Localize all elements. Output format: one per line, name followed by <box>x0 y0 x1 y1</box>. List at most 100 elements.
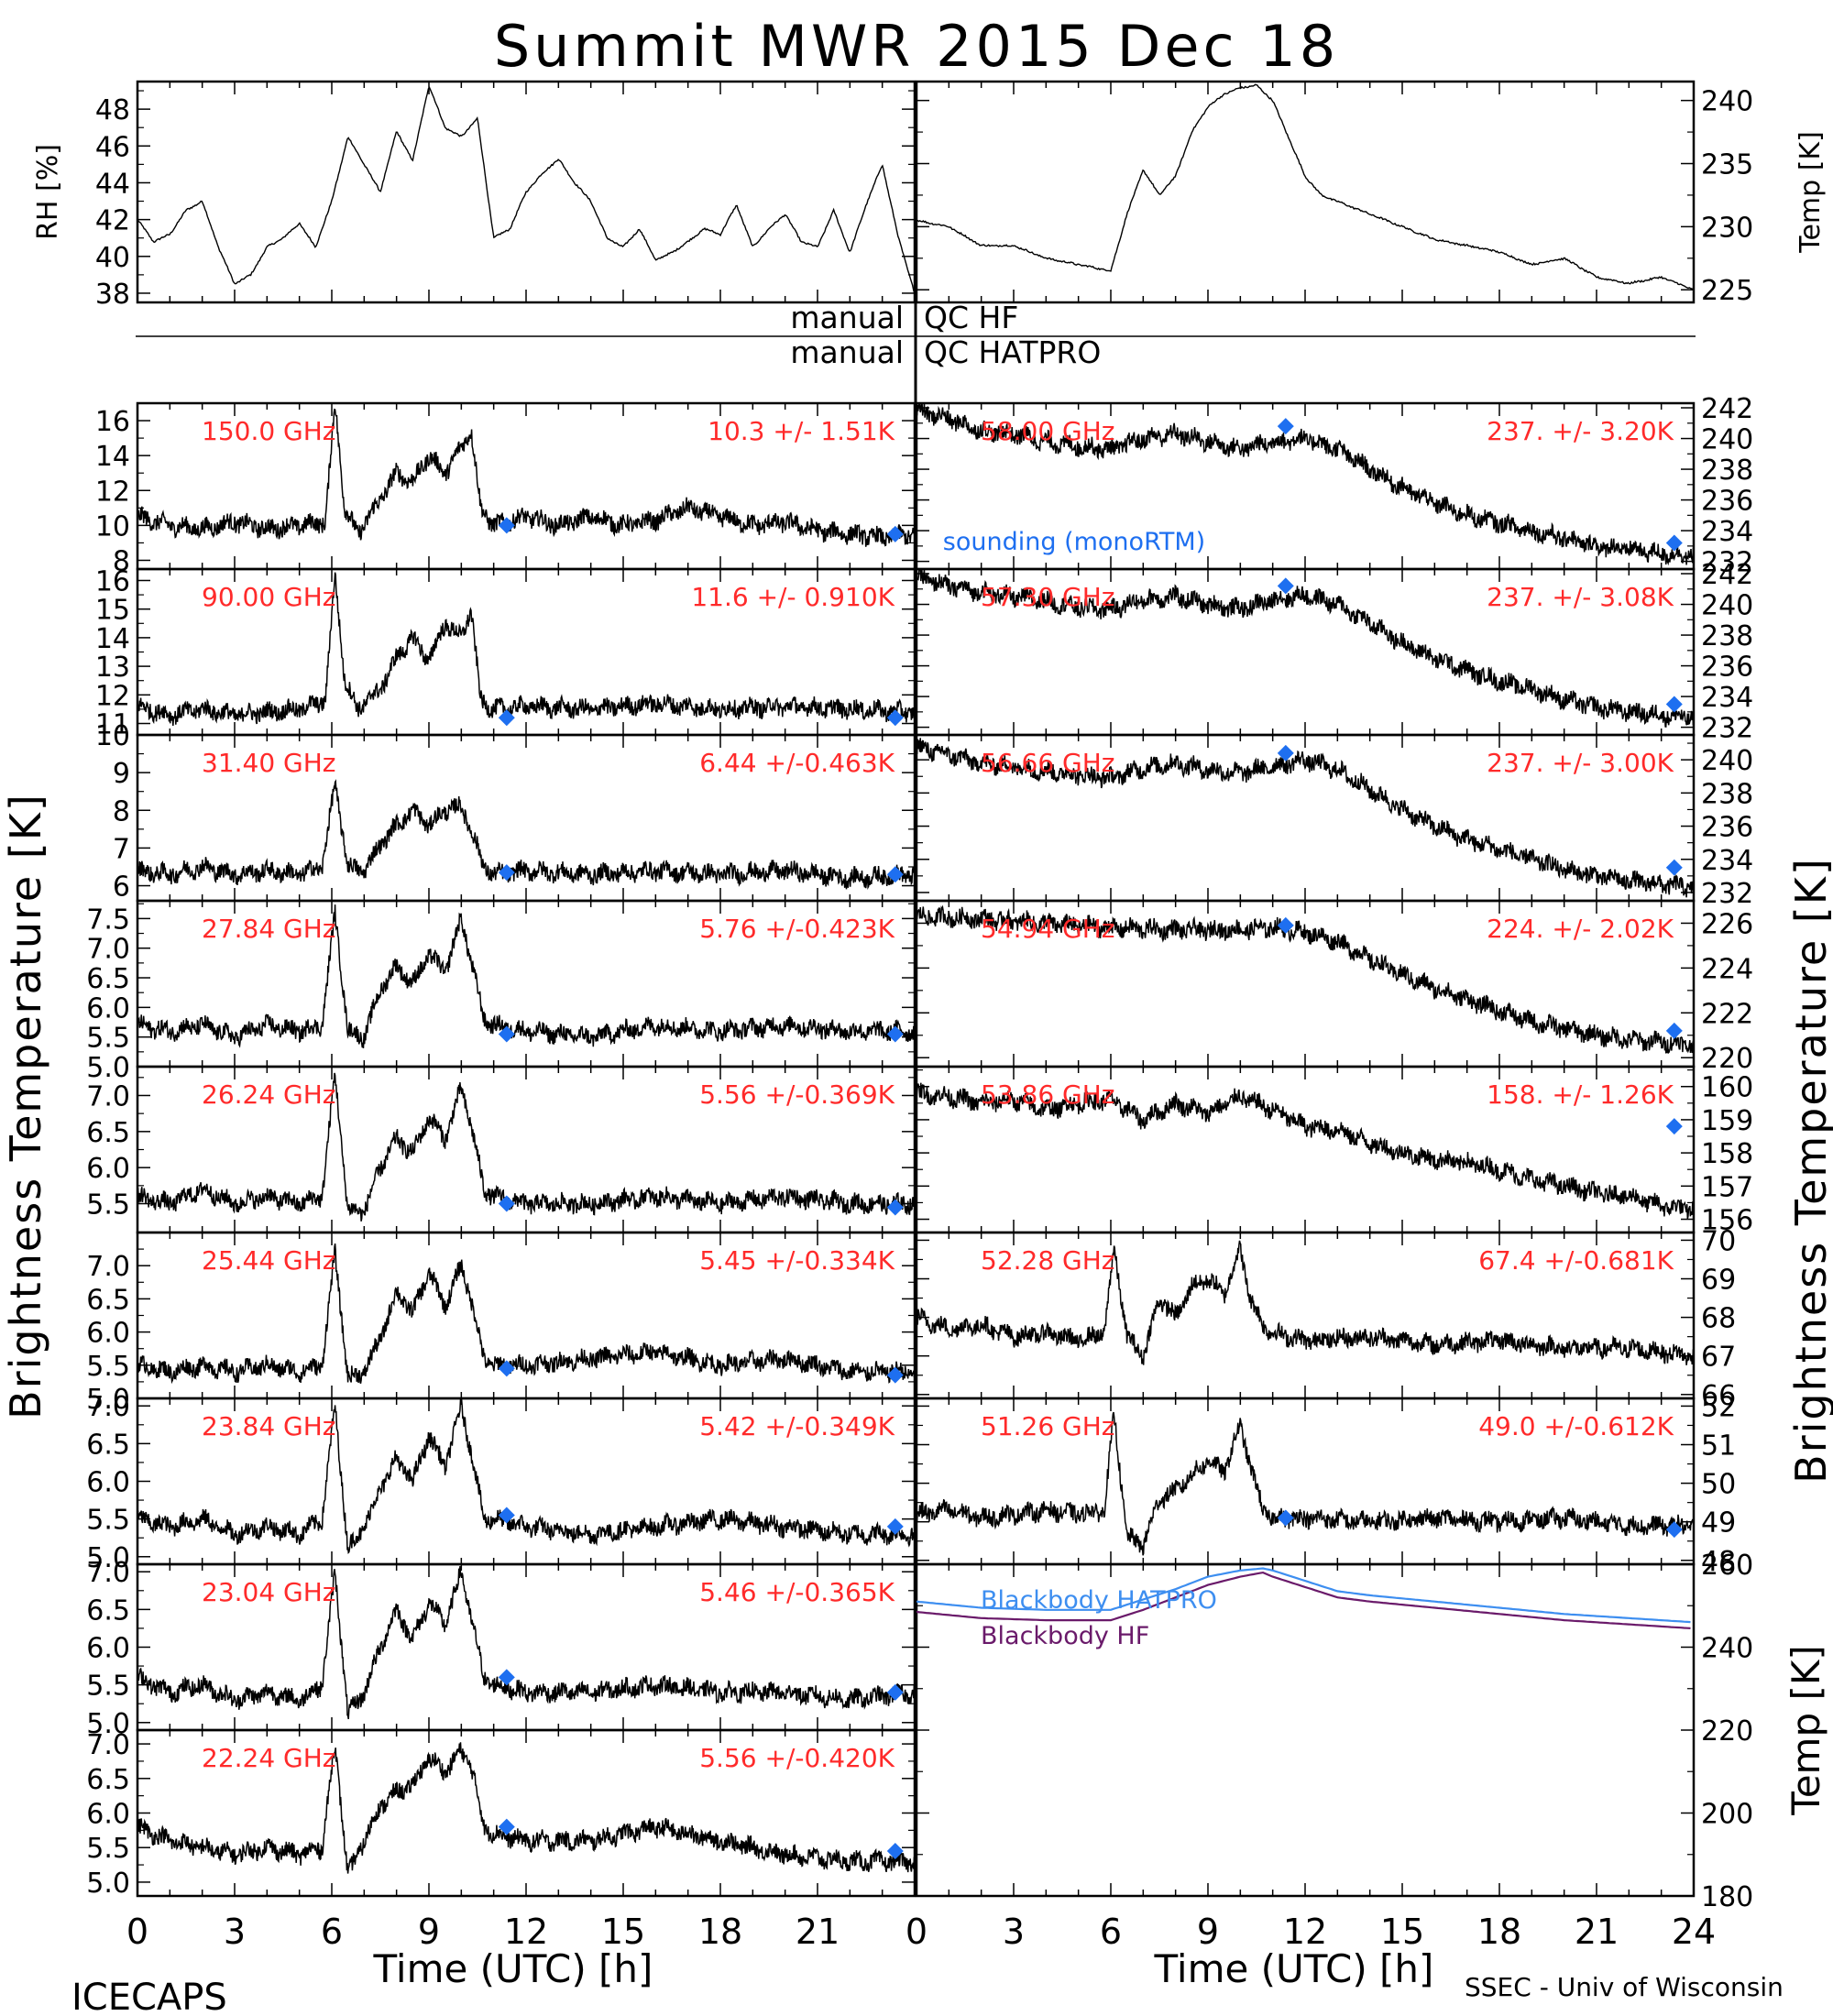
sounding-marker <box>498 1818 515 1835</box>
sounding-marker <box>886 866 904 883</box>
y-tick-label: 242 <box>1701 393 1753 425</box>
y-tick-label: 51 <box>1701 1430 1736 1463</box>
y-tick-label: 5.0 <box>86 1868 130 1900</box>
y-tick-label: 7.0 <box>86 1080 130 1112</box>
y-tick-label: 260 <box>1701 1550 1753 1582</box>
sounding-marker <box>498 1360 515 1377</box>
y-tick-label: 44 <box>95 168 130 200</box>
y-tick-label: 7.5 <box>86 904 130 936</box>
sounding-marker <box>1277 418 1294 435</box>
series-line <box>137 779 915 891</box>
channel-stats: 67.4 +/-0.681K <box>1478 1245 1674 1276</box>
panel-ylabel: Temp [K] <box>1795 131 1827 254</box>
channel-stats: 5.46 +/-0.365K <box>699 1577 895 1607</box>
y-tick-label: 12 <box>95 476 130 508</box>
sounding-marker <box>498 709 515 727</box>
y-tick-label: 6.5 <box>86 1764 130 1796</box>
y-tick-label: 8 <box>113 795 130 827</box>
panel-bt_25: 5.05.56.06.57.0 25.44 GHz 5.45 +/-0.334K <box>86 1231 916 1416</box>
channel-label: 53.86 GHz <box>981 1079 1115 1110</box>
y-tick-label: 70 <box>1701 1225 1736 1257</box>
series-line <box>916 83 1694 290</box>
y-tick-label: 52 <box>1701 1391 1736 1423</box>
y-tick-label: 200 <box>1701 1799 1753 1831</box>
sounding-marker <box>1277 577 1294 595</box>
channel-label: 22.24 GHz <box>202 1743 336 1773</box>
y-tick-label: 6.5 <box>86 1594 130 1627</box>
channel-label: 52.28 GHz <box>981 1245 1115 1276</box>
sounding-marker <box>886 1683 904 1701</box>
x-tick-label: 12 <box>504 1912 548 1952</box>
y-tick-label: 69 <box>1701 1265 1736 1297</box>
sounding-marker <box>1665 1022 1683 1039</box>
y-tick-label: 157 <box>1701 1171 1753 1203</box>
channel-stats: 5.56 +/-0.420K <box>699 1743 895 1773</box>
y-tick-label: 240 <box>1701 1633 1753 1665</box>
y-tick-label: 10 <box>95 720 130 752</box>
y-tick-label: 156 <box>1701 1205 1753 1237</box>
y-tick-label: 225 <box>1701 275 1753 307</box>
sounding-marker <box>1665 696 1683 713</box>
x-tick-label: 9 <box>418 1912 440 1952</box>
sounding-marker <box>1665 859 1683 876</box>
y-tick-label: 6.0 <box>86 1153 130 1185</box>
y-tick-label: 234 <box>1701 516 1753 548</box>
sounding-marker <box>1277 1509 1294 1527</box>
panel-bt_22: 5.05.56.06.57.0 22.24 GHz 5.56 +/-0.420K <box>86 1728 916 1900</box>
y-tick-label: 40 <box>95 242 130 274</box>
channel-label: 31.40 GHz <box>202 748 336 778</box>
sounding-marker <box>498 1025 515 1043</box>
y-tick-label: 12 <box>95 680 130 712</box>
channel-label: 23.04 GHz <box>202 1577 336 1607</box>
channel-stats: 10.3 +/- 1.51K <box>708 416 895 446</box>
channel-stats: 158. +/- 1.26K <box>1487 1079 1674 1110</box>
y-tick-label: 236 <box>1701 812 1753 844</box>
footer-right: SSEC - Univ of Wisconsin <box>1465 1972 1784 2002</box>
panel-rh: 38 40 42 44 46 48 RH [%] <box>32 80 916 311</box>
x-tick-label: 9 <box>1197 1912 1219 1952</box>
series-line <box>916 1082 1694 1220</box>
sounding-marker <box>1277 916 1294 934</box>
x-tick-label: 6 <box>321 1912 343 1952</box>
channel-stats: 237. +/- 3.08K <box>1487 582 1674 612</box>
y-tick-label: 7.0 <box>86 1391 130 1423</box>
x-tick-label: 24 <box>1672 1912 1716 1952</box>
channel-stats: 5.45 +/-0.334K <box>699 1245 895 1276</box>
blackbody-hatpro-legend: Blackbody HATPRO <box>981 1586 1217 1615</box>
y-tick-label: 235 <box>1701 149 1753 181</box>
ylabel-right: Brightness Temperature [K] <box>1786 857 1833 1484</box>
series-line <box>916 738 1694 898</box>
y-tick-label: 6.5 <box>86 1429 130 1461</box>
channel-label: 27.84 GHz <box>202 914 336 944</box>
channel-stats: 6.44 +/-0.463K <box>699 748 895 778</box>
y-tick-label: 5.0 <box>86 1542 130 1574</box>
series-line <box>137 1072 915 1222</box>
y-tick-label: 5.5 <box>86 1023 130 1055</box>
panel-ylabel: RH [%] <box>32 144 64 240</box>
footer-left: ICECAPS <box>71 1977 227 2016</box>
y-tick-label: 6 <box>113 871 130 904</box>
series-line <box>137 1398 915 1554</box>
y-tick-label: 50 <box>1701 1469 1736 1501</box>
panel-bt_31: 6 7 8 9 10 31.40 GHz 6.44 +/-0.463K <box>95 720 916 904</box>
y-tick-label: 224 <box>1701 953 1753 985</box>
y-tick-label: 38 <box>95 279 130 311</box>
y-tick-label: 236 <box>1701 652 1753 684</box>
sounding-marker <box>886 525 904 542</box>
y-tick-label: 7 <box>113 833 130 865</box>
channel-label: 90.00 GHz <box>202 582 336 612</box>
y-tick-label: 6.5 <box>86 1117 130 1149</box>
y-tick-label: 220 <box>1701 1715 1753 1748</box>
channel-stats: 5.56 +/-0.369K <box>699 1079 895 1110</box>
series-line <box>916 904 1694 1054</box>
y-tick-label: 240 <box>1701 86 1753 118</box>
y-tick-label: 42 <box>95 205 130 237</box>
y-tick-label: 14 <box>95 623 130 655</box>
y-tick-label: 158 <box>1701 1138 1753 1170</box>
y-tick-label: 6.0 <box>86 1467 130 1499</box>
channel-label: 23.84 GHz <box>202 1411 336 1441</box>
y-tick-label: 222 <box>1701 998 1753 1030</box>
y-tick-label: 232 <box>1701 713 1753 745</box>
